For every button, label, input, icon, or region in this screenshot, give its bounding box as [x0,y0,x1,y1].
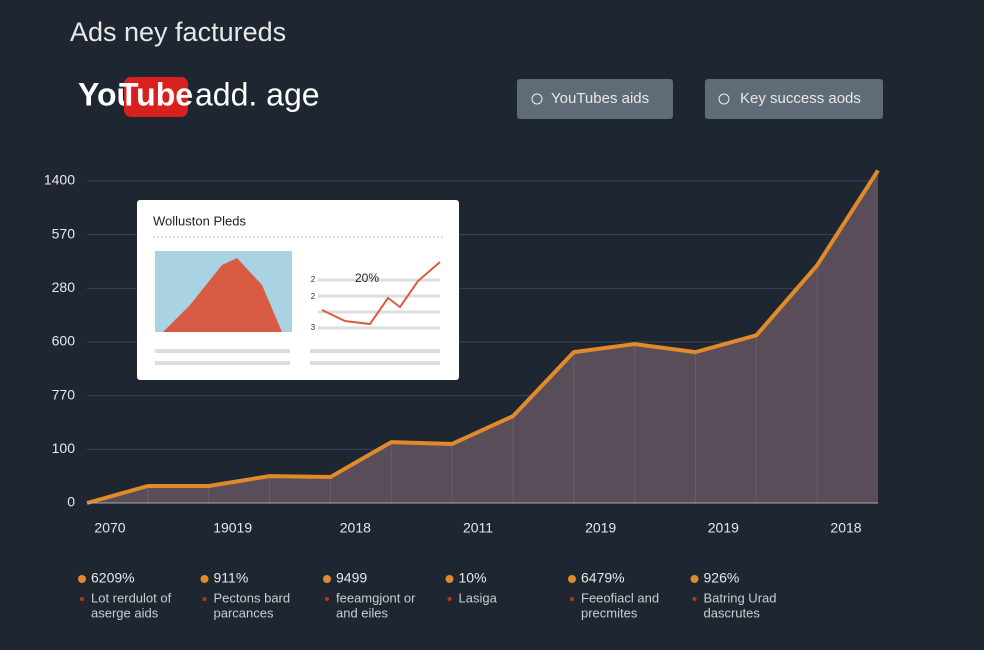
y-tick-label: 100 [52,440,76,456]
logo-tube: Tube [119,76,193,112]
x-tick-label: 2018 [340,520,371,536]
x-tick-label: 2011 [463,520,493,536]
stat-dot [445,575,454,583]
button-icon [531,93,543,105]
button-bg[interactable] [705,79,883,119]
y-tick-label: 600 [52,333,76,349]
stat-description: aserge aids [91,605,159,620]
stat-bullet [692,597,697,601]
stat-description: and eiles [336,605,389,620]
button-label[interactable]: Key success aods [740,90,861,107]
stat-dot [568,575,576,583]
card-percent: 20% [355,271,379,285]
button-label[interactable]: YouTubes aids [551,90,649,107]
y-tick-label: 0 [67,494,75,510]
button[interactable]: YouTubes aids [517,79,673,119]
stat-bullet [447,597,452,601]
placeholder [155,349,290,353]
stat-description: Lasiga [459,590,498,605]
stat-bullet [202,597,207,601]
stat-value: 911% [214,570,249,586]
line [86,169,880,505]
mini-line [321,261,441,326]
stat-description: parcances [214,605,274,620]
mini-area [163,258,282,332]
placeholder [155,361,290,365]
button[interactable]: Key success aods [705,79,883,119]
stat-dot [323,575,331,583]
stat-value: 6479% [581,570,625,586]
card-title: Wolluston Pleds [153,213,246,228]
page-title: Ads ney factureds [70,17,286,47]
y-tick-label: 1400 [44,172,75,188]
chart: 0 100 770 600 280 570 1400 2070 19019 2018 2011 201… [44,169,880,536]
card-side-label: 3 [311,323,316,332]
stat-description: Lot rerdulot of [91,590,172,605]
logo-badge [124,77,188,117]
placeholder [310,361,440,365]
x-tick-label: 2070 [94,520,125,536]
stat-value: 9499 [336,570,367,586]
x-tick-label: 19019 [213,520,252,536]
placeholder [310,349,440,353]
stat-dot [200,575,209,583]
stat-description: precmites [581,605,638,620]
x-tick-label: 2019 [585,520,616,536]
y-tick-label: 770 [52,386,76,402]
stat-bullet [325,597,329,601]
x-tick-label: 2018 [830,520,861,536]
stat-value: 6209% [91,570,135,586]
stat-description: Batring Urad [704,590,777,605]
stat-value: 10% [459,570,487,586]
button-icon [718,93,730,105]
inset-card: Wolluston Pleds 20% 2 2 3 [137,200,459,380]
stat-description: dascrutes [704,605,761,620]
stat-description: feeamgjont or [336,590,416,605]
stat-description: Pectons bard [214,590,291,605]
stat-value: 926% [704,570,740,586]
y-tick-label: 280 [52,279,76,295]
card-side-label: 2 [311,292,316,301]
stat-dot [78,575,86,583]
logo-text: add. age [195,76,320,112]
card-bg [137,200,459,380]
stat-bullet [80,597,84,601]
x-tick-label: 2019 [708,520,739,536]
area [87,170,878,504]
y-tick-label: 570 [52,225,76,241]
button-bg[interactable] [517,79,673,119]
stat-description: Feeofiacl and [581,590,659,605]
card-side-label: 2 [311,275,316,284]
stat-bullet [570,597,574,601]
stat-dot [690,575,699,583]
